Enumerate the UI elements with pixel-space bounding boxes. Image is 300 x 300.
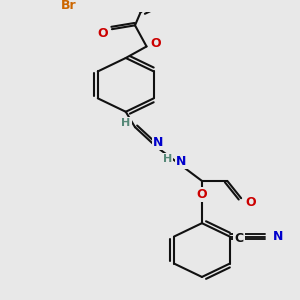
Text: O: O [196,188,207,201]
Text: C: C [235,232,244,245]
Text: O: O [151,37,161,50]
Text: O: O [245,196,256,208]
Text: N: N [273,230,284,243]
Text: H: H [121,118,130,128]
Text: Br: Br [61,0,77,12]
Text: O: O [98,26,108,40]
Text: N: N [176,155,186,168]
Text: N: N [153,136,163,149]
Text: H: H [163,154,172,164]
